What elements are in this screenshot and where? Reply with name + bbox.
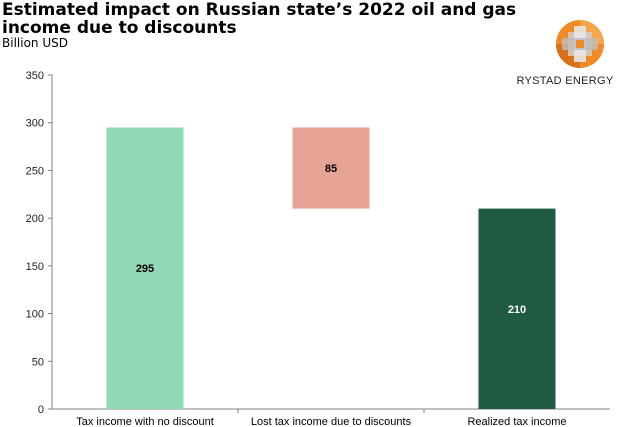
bar	[292, 127, 370, 209]
y-tick-label: 350	[26, 70, 44, 82]
bar	[106, 127, 184, 409]
chart-bars	[106, 127, 556, 409]
data-label: 210	[508, 304, 526, 316]
y-tick-label: 200	[26, 213, 44, 225]
chart-subtitle: Billion USD	[2, 36, 68, 50]
x-tick-label: Realized tax income	[467, 416, 566, 427]
y-tick-label: 50	[32, 356, 44, 368]
y-tick-label: 250	[26, 165, 44, 177]
data-label: 85	[325, 163, 337, 175]
x-tick-label: Tax income with no discount	[76, 416, 214, 427]
chart-title: Estimated impact on Russian state’s 2022…	[2, 0, 517, 38]
chart-labels: 295 Tax income with no discount 85 Lost tax…	[76, 163, 566, 427]
y-tick-label: 0	[38, 404, 44, 416]
rystad-energy-logo-icon	[554, 18, 606, 75]
y-tick-label: 100	[26, 309, 44, 321]
brand-name: RYSTAD ENERGY	[516, 75, 614, 87]
bar	[478, 208, 556, 409]
y-tick-label: 300	[26, 118, 44, 130]
data-label: 295	[136, 263, 154, 275]
y-tick-label: 150	[26, 261, 44, 273]
x-tick-label: Lost tax income due to discounts	[251, 416, 412, 427]
